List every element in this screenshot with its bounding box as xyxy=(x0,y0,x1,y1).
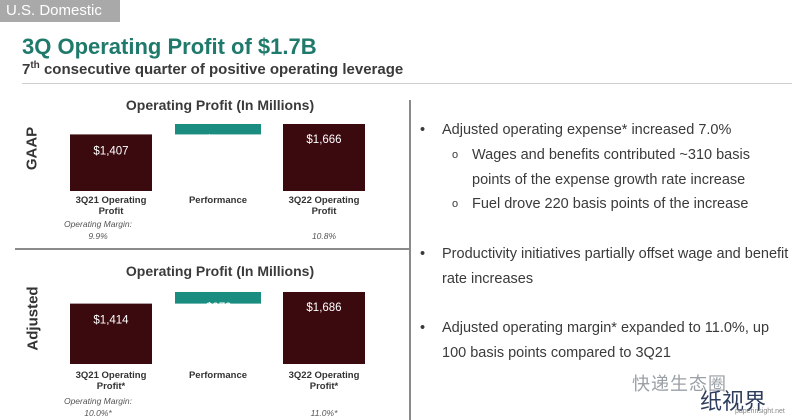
subtitle-text: consecutive quarter of positive operatin… xyxy=(39,61,404,78)
chart-title: Operating Profit (In Millions) xyxy=(126,263,314,279)
vertical-divider xyxy=(409,100,411,420)
bar-2 xyxy=(175,124,261,135)
category-label: Performance xyxy=(189,195,247,206)
page-title: 3Q Operating Profit of $1.7B xyxy=(22,34,317,59)
subbullet-marker: o xyxy=(452,149,459,161)
bar-1 xyxy=(70,303,152,364)
bullet-text: Adjusted operating expense* increased 7.… xyxy=(442,122,732,138)
bar-value-label: $259 xyxy=(204,134,231,146)
bullet-text: Productivity initiatives partially offse… xyxy=(442,246,789,287)
horizontal-divider xyxy=(15,248,409,250)
category-label: 3Q21 Operating xyxy=(76,370,147,381)
margin-value: 10.0%* xyxy=(84,408,112,418)
category-label: Performance xyxy=(189,370,247,381)
category-label: Profit* xyxy=(310,381,339,392)
subtitle-number: 7 xyxy=(22,61,31,78)
logo-watermark: 纸视界 xyxy=(700,390,767,415)
page-subtitle: 7th consecutive quarter of positive oper… xyxy=(22,60,403,78)
bullet-marker: • xyxy=(420,122,426,138)
adjusted-operating-profit-chart: Operating Profit (In Millions) $1,414 $272… xyxy=(64,263,365,418)
category-label: Profit xyxy=(312,206,338,217)
subbullet-text: Wages and benefits contributed ~310 basi… xyxy=(472,147,750,188)
margin-title: Operating Margin: xyxy=(64,396,133,406)
subtitle-ordinal: th xyxy=(30,60,40,71)
bar-3 xyxy=(283,124,365,191)
bar-1 xyxy=(70,134,152,191)
bullet-text: Adjusted operating margin* expanded to 1… xyxy=(442,320,770,361)
subbullet-text: Fuel drove 220 basis points of the incre… xyxy=(472,196,749,212)
margin-value: 10.8% xyxy=(312,231,337,241)
category-label: Profit* xyxy=(97,381,126,392)
margin-value: 11.0%* xyxy=(311,408,338,418)
wechat-watermark: 快递生态圈 xyxy=(632,374,727,394)
bar-value-label: $1,414 xyxy=(93,315,129,327)
category-label: 3Q22 Operating xyxy=(289,370,360,381)
category-label: 3Q21 Operating xyxy=(76,195,147,206)
bar-value-label: $1,407 xyxy=(93,145,128,157)
bar-value-label: $1,686 xyxy=(306,302,341,314)
bar-3 xyxy=(283,292,365,364)
margin-value: 9.9% xyxy=(88,231,108,241)
bar-2 xyxy=(175,292,261,304)
chart-title: Operating Profit (In Millions) xyxy=(126,97,314,113)
category-label: Profit xyxy=(99,206,125,217)
margin-title: Operating Margin: xyxy=(64,219,133,229)
bullet-marker: • xyxy=(420,246,426,262)
section-tag: U.S. Domestic xyxy=(0,0,120,22)
gaap-operating-profit-chart: Operating Profit (In Millions) $1,407 $259… xyxy=(64,97,365,241)
category-label: 3Q22 Operating xyxy=(289,195,360,206)
bar-value-label: $272 xyxy=(204,302,231,314)
subbullet-marker: o xyxy=(452,198,459,210)
bullet-marker: • xyxy=(420,320,426,336)
header-rule xyxy=(22,83,792,84)
site-watermark: paperinsight.net xyxy=(735,408,785,415)
bar-value-label: $1,666 xyxy=(306,134,341,146)
